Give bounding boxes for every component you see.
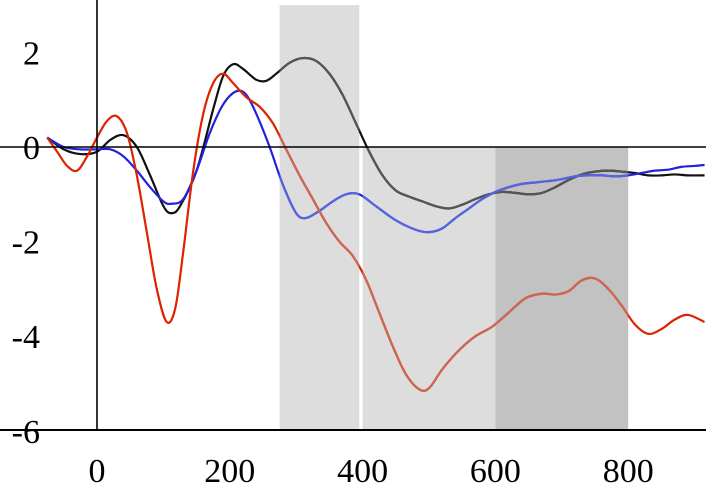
x-tick-label-5: 800 [603,453,654,490]
axes [0,0,706,431]
x-tick-label-1: 0 [89,453,106,490]
tick-labels: 2 0 -2 -4 -6 0 200 400 600 800 [12,35,654,490]
series-lines [46,56,706,392]
y-tick-label-4: -4 [12,319,40,356]
series-line-3-shaded-segment [279,72,629,392]
shaded-region-1 [279,5,360,430]
shaded-regions [279,5,629,430]
y-tick-label-2: 0 [23,130,40,167]
series-line-1-shaded-segment [279,56,629,215]
x-tick-label-2: 200 [204,453,255,490]
x-tick-label-4: 600 [470,453,521,490]
y-tick-label-3: -2 [12,225,40,262]
y-tick-label-5: -6 [12,414,40,451]
y-tick-label-1: 2 [23,35,40,72]
series-line-2-shaded-segment [279,89,629,234]
x-tick-label-3: 400 [337,453,388,490]
shaded-region-2 [362,147,496,430]
